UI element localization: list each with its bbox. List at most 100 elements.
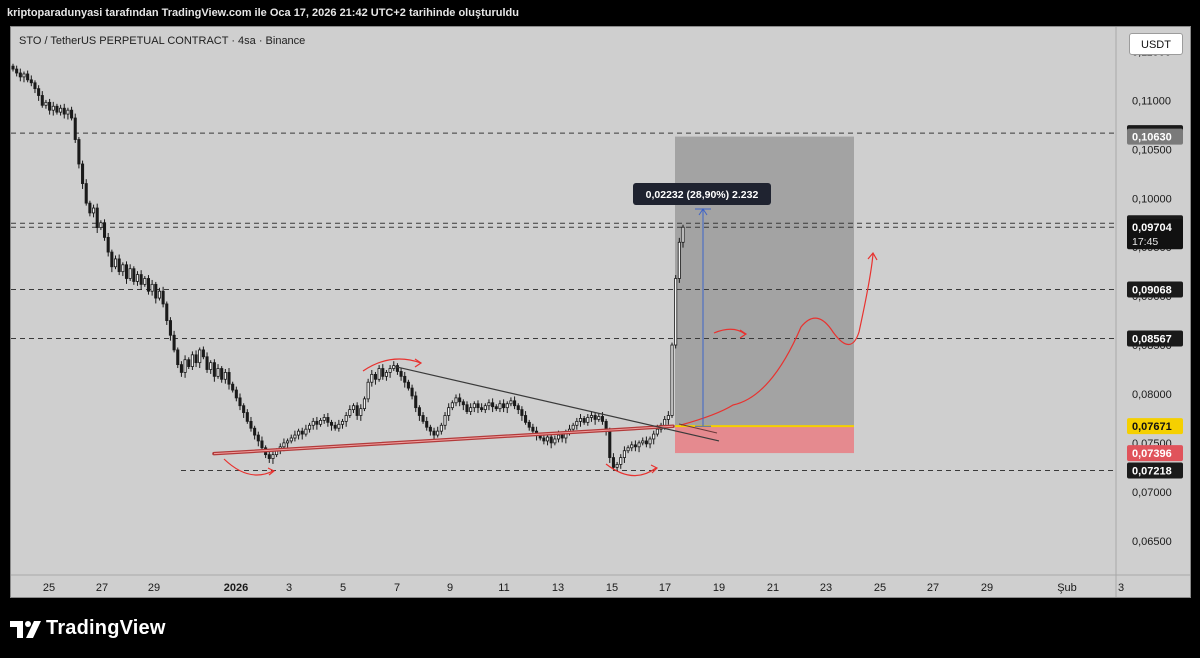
candle-body (161, 290, 165, 305)
time-tick-label: 15 (606, 582, 618, 594)
candle-body (370, 373, 374, 383)
candle-body (392, 365, 396, 369)
price-tick-label: 0,06500 (1132, 536, 1172, 548)
price-label-box (1127, 445, 1183, 462)
candle-body (242, 405, 246, 413)
candle-body (373, 373, 377, 380)
price-label: 0,07218 (1132, 465, 1172, 477)
chart-snapshot-header: kriptoparadunyasi tarafından TradingView… (7, 7, 519, 19)
price-label: 0,07671 (1132, 421, 1172, 433)
candle-body (329, 421, 334, 426)
candle-body (432, 430, 436, 436)
time-tick-label: 3 (286, 582, 292, 594)
candle-body (70, 109, 74, 119)
candle-body (593, 415, 597, 420)
candle-body (487, 402, 491, 407)
candle-body (245, 412, 249, 422)
candle-body (55, 105, 59, 113)
candle-body (205, 356, 209, 370)
candle-body (663, 419, 667, 426)
candle-body (249, 420, 253, 429)
price-label-box (1127, 330, 1183, 347)
candle-body (220, 368, 224, 380)
candle-body (410, 387, 414, 397)
bottom-curve-left (223, 458, 274, 476)
measure-tooltip-box (633, 183, 771, 205)
candle-body (322, 417, 326, 421)
candle-body (293, 434, 297, 439)
horizontal-levels (11, 132, 1116, 471)
time-tick-label: 5 (340, 582, 346, 594)
candle-body (51, 105, 55, 111)
currency-button[interactable]: USDT (1129, 33, 1183, 55)
candle-body (395, 365, 399, 372)
candle-body (198, 349, 202, 364)
candle-body (436, 430, 440, 436)
candle-body (582, 418, 586, 423)
arrowhead-top (414, 358, 423, 368)
candle-body (425, 420, 429, 428)
candle-body (465, 404, 469, 412)
candle-body (344, 415, 348, 422)
candle-body (458, 397, 462, 403)
price-label: 0,09068 (1132, 284, 1172, 296)
candle-body (553, 438, 557, 444)
price-tick-label: 0,10500 (1132, 144, 1172, 156)
candle-body (443, 415, 447, 426)
candle-body (578, 418, 583, 422)
candle-body (172, 334, 176, 351)
candle-body (271, 454, 275, 459)
time-tick-label: 21 (767, 582, 779, 594)
candle-body (571, 424, 575, 430)
price-label: 0,08567 (1132, 333, 1172, 345)
candle-body (615, 464, 619, 468)
candle-body (641, 440, 645, 444)
projected-path-curve (680, 253, 874, 426)
candle-body (597, 416, 601, 420)
price-tick-label: 0,11000 (1132, 95, 1171, 107)
candle-body (157, 290, 161, 299)
candle-body (216, 368, 220, 377)
candle-body (150, 283, 154, 292)
candle-body (40, 95, 44, 106)
candle-body (655, 428, 659, 435)
candle-body (527, 421, 531, 428)
candle-body (337, 423, 341, 429)
candle-body (637, 442, 641, 448)
time-tick-label: 17 (659, 582, 671, 594)
candle-body (81, 163, 85, 184)
price-axis: 0,115000,110000,105000,100000,095000,090… (1115, 27, 1183, 597)
candle-body (212, 362, 216, 377)
candlestick-chart[interactable]: 0,02232 (28,90%) 2.232 0,115000,110000,1… (11, 27, 1191, 598)
candle-body (491, 402, 495, 408)
candle-body (439, 424, 443, 432)
candle-body (531, 426, 535, 432)
candle-body (648, 438, 652, 445)
price-label: 0,09704 (1132, 222, 1173, 234)
mid-arrow-curve (713, 328, 746, 335)
arrowhead-target (867, 251, 878, 261)
time-tick-label: 2026 (224, 582, 248, 594)
candle-body (428, 426, 432, 432)
time-tick-label: 11 (498, 582, 509, 594)
candle-body (472, 403, 476, 409)
price-label: 0,07396 (1132, 448, 1172, 460)
price-label-box (1127, 418, 1183, 435)
candle-body (66, 109, 70, 115)
candle-body (187, 359, 191, 367)
candle-body (110, 251, 114, 268)
candle-body (326, 417, 330, 423)
candle-body (377, 368, 381, 380)
descending-trendline (394, 365, 720, 442)
candle-body (403, 375, 407, 383)
chart-panel[interactable]: 0,02232 (28,90%) 2.232 0,115000,110000,1… (10, 26, 1191, 598)
candle-body (546, 436, 550, 442)
candle-body (183, 359, 187, 373)
candle-body (589, 415, 594, 418)
candle-body (381, 368, 385, 377)
candle-body (168, 320, 172, 336)
candle-body (77, 139, 81, 165)
candle-body (417, 407, 421, 416)
candle-body (498, 403, 502, 410)
position-zones (11, 27, 1116, 575)
